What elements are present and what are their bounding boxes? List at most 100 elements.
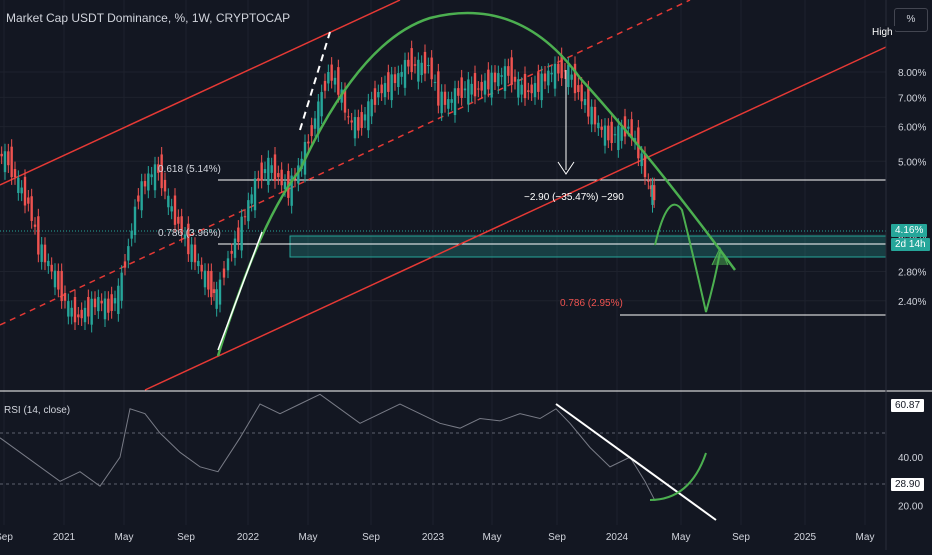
rsi-trend-line [555,403,717,521]
candle-body [613,134,617,136]
candle-body [140,181,143,211]
candle-body [483,80,487,95]
candle-body [320,92,323,117]
candle-body [407,59,410,67]
candle-body [440,91,443,114]
candle-body [13,169,17,178]
candle-body [212,289,216,293]
candle-body [363,114,367,121]
candle-body [263,169,267,174]
candle-body [133,206,137,236]
candle-body [137,195,140,202]
price-tick-label: 7.00% [898,93,926,104]
candle-body [10,146,13,178]
price-tag: 4.16% [891,224,928,237]
candle-body [573,63,577,94]
candle-body [87,296,90,317]
time-tick-label: Sep [177,532,195,543]
candle-body [327,72,330,84]
candle-body [557,63,560,74]
candle-body [620,127,623,141]
candle-body [649,185,653,190]
measure-arrowhead [557,161,575,175]
candle-body [123,261,127,268]
candle-body [203,270,207,288]
candle-body [150,174,153,178]
support-trend-line [217,231,263,351]
candle-body [337,67,340,95]
candle-body [210,270,213,298]
candle-body [20,187,23,194]
candle-body [447,99,450,109]
candle-body [173,195,177,225]
candle-body [17,177,20,193]
candle-body [60,270,63,302]
candle-body [437,71,440,106]
candle-body [510,57,513,85]
candle-body [180,216,183,235]
candle-body [530,84,533,94]
chart-title: Market Cap USDT Dominance, %, 1W, CRYPTO… [6,11,291,25]
candle-body [277,173,280,178]
candle-body [473,73,477,97]
candle-body [240,216,243,251]
candle-body [310,125,313,137]
candle-body [540,73,543,101]
time-tick-label: 2025 [794,532,817,543]
candle-body [3,151,7,173]
candle-body [143,181,147,187]
time-axis-labels: Sep 2021 May Sep 2022 May Sep 2023 May Sep 2024 May… [0,532,874,543]
candle-body [623,116,627,137]
candle-body [243,216,247,218]
percent-scale-button[interactable]: % [894,8,928,32]
candle-body [367,101,370,131]
candle-body [230,250,233,254]
candle-body [313,118,317,129]
candle-body [273,154,277,181]
price-tick-label: 6.00% [898,123,926,134]
channel-bottom-line [144,46,887,391]
time-tick-label: May [856,532,875,543]
candle-body [397,73,400,88]
candle-body [347,116,350,118]
candle-body [280,169,283,186]
time-tick-label: May [299,532,318,543]
rsi-current-tag: 28.90 [891,478,925,491]
candle-body [563,70,567,72]
candle-body [597,122,600,129]
candle-body [127,246,130,261]
candle-body [587,88,590,117]
candle-body [33,224,37,227]
time-tick-label: Sep [548,532,566,543]
candle-body [357,117,360,131]
candle-body [247,200,250,222]
candle-body [443,91,447,105]
candle-body [215,289,218,309]
candle-body [7,151,10,166]
candle-body [330,64,333,81]
candle-body [110,294,113,311]
candle-body [493,72,497,83]
time-tick-label: 2022 [237,532,260,543]
rounding-arc [216,11,737,357]
candle-body [450,99,453,103]
candle-body [0,153,3,157]
candle-body [130,230,133,239]
candle-body [640,153,643,167]
candle-body [350,120,353,123]
candle-body [537,72,540,92]
candle-body [113,298,117,304]
time-tick-label: May [483,532,502,543]
candle-body [100,300,103,304]
candle-body [570,74,573,80]
candle-body [420,62,423,76]
candle-body [233,238,237,258]
candle-body [103,298,107,320]
candle-body [513,76,517,82]
candle-body [580,84,583,102]
projection-path [654,203,721,313]
candle-body [67,301,70,317]
